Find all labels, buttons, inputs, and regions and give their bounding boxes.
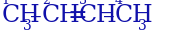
Text: 4: 4	[115, 0, 123, 7]
Text: 2: 2	[42, 0, 50, 7]
Text: =: =	[68, 4, 87, 27]
Text: 3: 3	[23, 19, 32, 33]
Text: –: –	[30, 4, 42, 27]
Text: CH: CH	[42, 4, 81, 27]
Text: CH: CH	[2, 4, 40, 27]
Text: 1: 1	[2, 0, 10, 7]
Text: CH: CH	[79, 4, 117, 27]
Text: CH: CH	[115, 4, 153, 27]
Text: 3: 3	[79, 0, 87, 7]
Text: 3: 3	[138, 19, 146, 33]
Text: –: –	[103, 4, 115, 27]
